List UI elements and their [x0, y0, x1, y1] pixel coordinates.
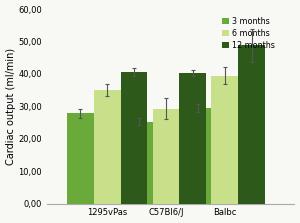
Bar [67, 114, 94, 204]
Bar [238, 45, 265, 204]
Bar [94, 90, 121, 204]
Bar [185, 108, 212, 204]
Legend: 3 months, 6 months, 12 months: 3 months, 6 months, 12 months [222, 17, 275, 50]
Bar [179, 73, 206, 204]
Bar [126, 122, 153, 204]
Y-axis label: Cardiac output (ml/min): Cardiac output (ml/min) [6, 48, 16, 165]
Bar [121, 72, 147, 204]
Bar [212, 76, 238, 204]
Bar [153, 109, 179, 204]
